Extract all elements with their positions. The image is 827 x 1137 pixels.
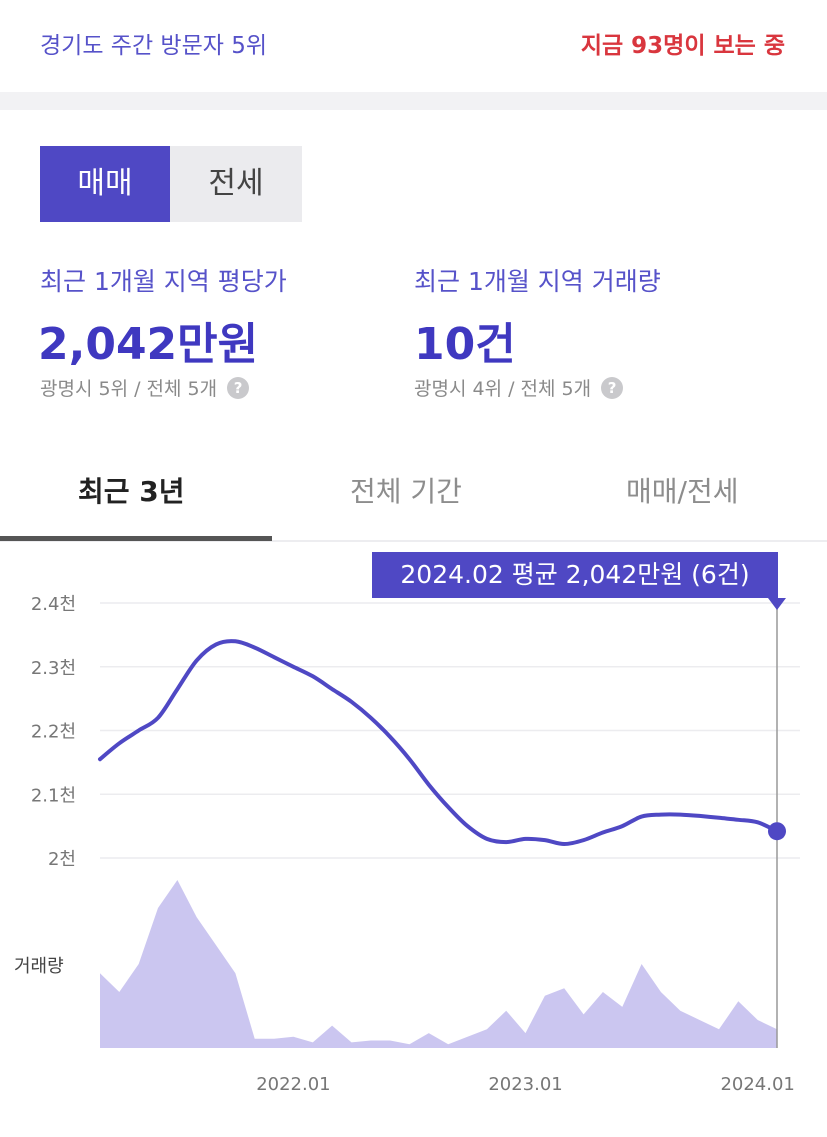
tab-sale-jeonse[interactable]: 매매/전세 [626,475,739,508]
y-tick-label: 2.3천 [31,658,76,679]
volume-stat-rank-text: 광명시 4위 / 전체 5개 [414,378,592,400]
trade-type-toggle: 매매 전세 [40,146,302,222]
tooltip-pointer [768,598,786,610]
y-tick-label: 2.1천 [31,785,76,806]
volume-axis-label: 거래량 [14,956,64,977]
price-stat-value: 2,042만원 [38,319,259,370]
y-tick-label: 2천 [48,849,76,870]
tab-all-period[interactable]: 전체 기간 [350,475,462,508]
tab-recent-3-years[interactable]: 최근 3년 [78,475,185,508]
y-tick-label: 2.4천 [31,594,76,615]
section-divider [0,92,827,110]
volume-stat-value: 10건 [414,319,516,370]
price-line [98,639,779,846]
sale-toggle-button[interactable]: 매매 [40,146,170,222]
chart-tooltip: 2024.02 평균 2,042만원 (6건) [372,552,778,598]
price-stat-label: 최근 1개월 지역 평당가 [40,267,287,296]
price-stat-rank-text: 광명시 5위 / 전체 5개 [40,378,218,400]
price-help-icon[interactable]: ? [227,376,250,399]
x-tick-label: 2023.01 [488,1074,562,1095]
volume-area [100,880,777,1048]
x-tick-label: 2024.01 [720,1074,794,1095]
jeonse-toggle-button[interactable]: 전세 [208,166,264,201]
x-tick-label: 2022.01 [256,1074,330,1095]
price-stat-rank: 광명시 5위 / 전체 5개 ? [40,374,250,401]
y-tick-label: 2.2천 [31,722,76,743]
volume-stat-label: 최근 1개월 지역 거래량 [414,267,661,296]
volume-stat-rank: 광명시 4위 / 전체 5개 ? [414,374,624,401]
volume-help-icon[interactable]: ? [601,376,624,399]
selected-point [768,822,786,841]
period-tabs: 최근 3년 전체 기간 매매/전세 [0,456,827,542]
active-tab-indicator [0,536,272,541]
top-info-bar: 경기도 주간 방문자 5위 지금 93명이 보는 중 [0,0,827,90]
live-viewers-count: 지금 93명이 보는 중 [580,33,785,59]
weekly-visitor-rank: 경기도 주간 방문자 5위 [40,33,268,59]
